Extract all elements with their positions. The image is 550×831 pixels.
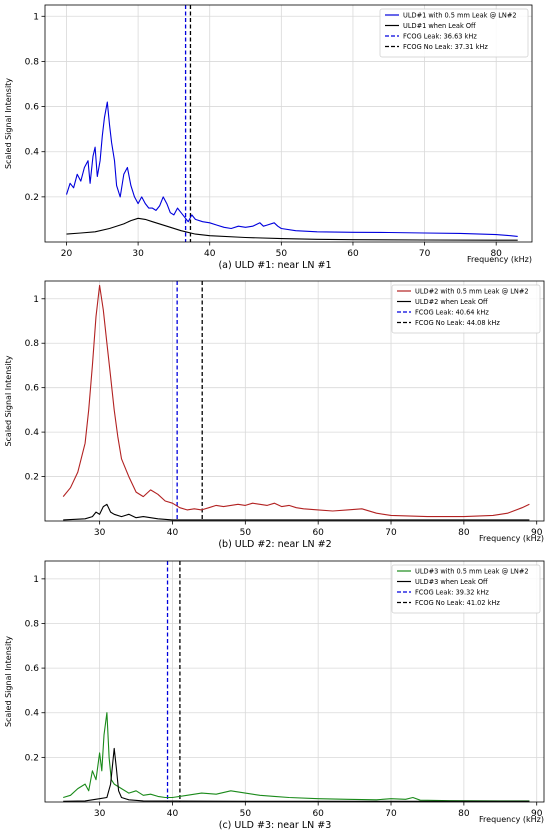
legend-label-0: ULD#3 with 0.5 mm Leak @ LN#2 xyxy=(415,568,529,576)
y-tick-label-1: 0.4 xyxy=(25,428,40,438)
y-tick-label-0: 0.2 xyxy=(25,473,39,483)
series-line-0 xyxy=(65,101,518,237)
y-tick-label-0: 0.2 xyxy=(25,753,39,763)
x-tick-label-6: 90 xyxy=(531,809,543,819)
y-axis-label: Scaled Signal Intensity xyxy=(4,636,13,727)
y-tick-label-4: 1 xyxy=(33,575,39,585)
y-axis-label: Scaled Signal Intensity xyxy=(4,355,13,446)
x-axis-label: Frequency (kHz) xyxy=(467,255,532,264)
x-tick-label-4: 60 xyxy=(347,249,359,259)
legend-label-2: FCOG Leak: 36.63 kHz xyxy=(403,33,477,41)
panel-caption: (b) ULD #2: near LN #2 xyxy=(218,539,331,550)
y-tick-label-0: 0.2 xyxy=(25,193,39,203)
legend: ULD#1 with 0.5 mm Leak @ LN#2 ULD#1 when … xyxy=(379,8,529,58)
x-tick-label-4: 70 xyxy=(385,528,397,538)
series-line-1 xyxy=(63,747,530,802)
y-tick-label-2: 0.6 xyxy=(25,103,40,113)
y-axis-label: Scaled Signal Intensity xyxy=(4,78,13,169)
chart-panel-3: 30 40 50 60 70 80 90 0.2 0.4 0.6 0.8 1 Scaled Signal… xyxy=(4,560,545,831)
y-tick-label-2: 0.6 xyxy=(25,664,40,674)
x-tick-label-2: 50 xyxy=(240,809,252,819)
legend-label-2: FCOG Leak: 40.64 kHz xyxy=(415,309,489,317)
series-line-1 xyxy=(66,217,518,241)
y-tick-label-3: 0.8 xyxy=(25,57,40,67)
x-tick-label-5: 70 xyxy=(419,249,431,259)
x-tick-label-2: 50 xyxy=(240,528,252,538)
x-tick-label-6: 90 xyxy=(531,528,543,538)
series-line-1 xyxy=(63,503,530,521)
x-tick-label-0: 20 xyxy=(61,249,73,259)
x-tick-label-4: 70 xyxy=(385,809,397,819)
x-tick-label-3: 50 xyxy=(276,249,288,259)
legend-box xyxy=(391,564,541,614)
legend-label-0: ULD#2 with 0.5 mm Leak @ LN#2 xyxy=(415,288,529,296)
legend-label-1: ULD#1 when Leak Off xyxy=(403,22,476,30)
legend-label-3: FCOG No Leak: 44.08 kHz xyxy=(415,319,500,327)
legend: ULD#2 with 0.5 mm Leak @ LN#2 ULD#2 when … xyxy=(391,284,541,334)
legend-label-1: ULD#3 when Leak Off xyxy=(415,578,488,586)
x-tick-label-0: 30 xyxy=(94,528,106,538)
chart-panel-1: 20 30 40 50 60 70 80 0.2 0.4 0.6 0.8 1 Scaled Signal… xyxy=(4,4,533,271)
x-tick-label-1: 30 xyxy=(132,249,144,259)
x-tick-label-1: 40 xyxy=(167,809,179,819)
legend-label-3: FCOG No Leak: 37.31 kHz xyxy=(403,43,488,51)
x-tick-label-1: 40 xyxy=(167,528,179,538)
y-tick-label-3: 0.8 xyxy=(25,339,40,349)
legend-label-2: FCOG Leak: 39.32 kHz xyxy=(415,589,489,597)
legend-box xyxy=(379,8,529,58)
legend-box xyxy=(391,284,541,334)
series-line-0 xyxy=(63,712,530,802)
y-tick-label-3: 0.8 xyxy=(25,619,40,629)
panel-caption: (a) ULD #1: near LN #1 xyxy=(218,260,331,271)
x-tick-label-3: 60 xyxy=(312,809,324,819)
y-tick-label-1: 0.4 xyxy=(25,709,40,719)
x-tick-label-5: 80 xyxy=(458,809,470,819)
plot-frame xyxy=(44,280,545,522)
legend-label-3: FCOG No Leak: 41.02 kHz xyxy=(415,599,500,607)
series-line-0 xyxy=(62,284,530,518)
x-tick-label-5: 80 xyxy=(458,528,470,538)
y-tick-label-4: 1 xyxy=(33,295,39,305)
x-axis-label: Frequency (kHz) xyxy=(479,534,544,543)
legend: ULD#3 with 0.5 mm Leak @ LN#2 ULD#3 when … xyxy=(391,564,541,614)
x-tick-label-3: 60 xyxy=(312,528,324,538)
y-tick-label-1: 0.4 xyxy=(25,148,40,158)
legend-label-0: ULD#1 with 0.5 mm Leak @ LN#2 xyxy=(403,12,517,20)
chart-panel-2: 30 40 50 60 70 80 90 0.2 0.4 0.6 0.8 1 Scaled Signal… xyxy=(4,280,545,550)
panel-caption: (c) ULD #3: near LN #3 xyxy=(219,820,332,831)
x-axis-label: Frequency (kHz) xyxy=(479,815,544,824)
x-tick-label-0: 30 xyxy=(94,809,106,819)
legend-label-1: ULD#2 when Leak Off xyxy=(415,298,488,306)
y-tick-label-2: 0.6 xyxy=(25,384,40,394)
y-tick-label-4: 1 xyxy=(33,12,39,22)
x-tick-label-6: 80 xyxy=(490,249,502,259)
x-tick-label-2: 40 xyxy=(204,249,216,259)
plot-frame xyxy=(44,560,545,803)
plot-frame xyxy=(44,4,533,243)
